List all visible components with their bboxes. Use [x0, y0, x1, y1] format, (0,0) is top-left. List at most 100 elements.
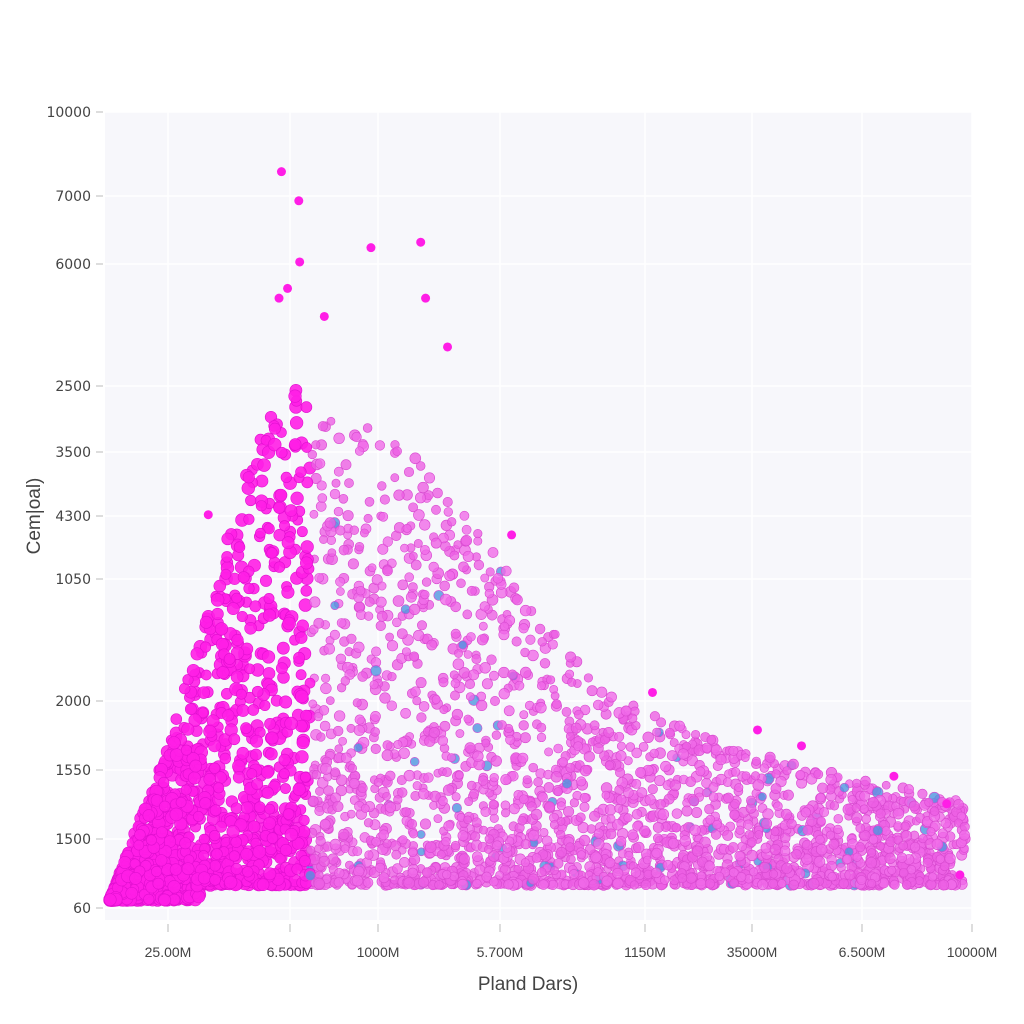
scatter-point	[334, 868, 345, 879]
scatter-point	[378, 511, 389, 522]
scatter-point	[216, 665, 230, 680]
y-tick-label: 60	[73, 901, 91, 917]
scatter-point	[887, 865, 897, 875]
scatter-point	[642, 731, 654, 743]
scatter-point	[481, 871, 492, 882]
scatter-point	[300, 540, 314, 554]
scatter-point	[333, 877, 344, 888]
scatter-point	[614, 804, 623, 813]
scatter-point	[653, 833, 663, 843]
scatter-point	[433, 814, 443, 823]
scatter-point	[816, 816, 826, 826]
scatter-point	[851, 812, 863, 824]
scatter-point	[283, 283, 293, 293]
y-tick-label: 1550	[55, 763, 91, 779]
scatter-point	[451, 792, 461, 802]
scatter-point	[441, 836, 451, 847]
y-tick-label: 2000	[55, 694, 91, 710]
scatter-point	[667, 837, 679, 849]
scatter-point	[385, 770, 396, 781]
scatter-point	[224, 875, 238, 889]
scatter-point	[579, 801, 590, 812]
scatter-point	[541, 835, 553, 847]
scatter-point	[326, 535, 337, 546]
scatter-point	[771, 769, 781, 779]
scatter-point	[256, 878, 270, 892]
scatter-point	[612, 877, 624, 890]
scatter-point	[889, 771, 899, 781]
scatter-point	[408, 582, 418, 592]
scatter-point	[786, 818, 797, 830]
scatter-point	[251, 778, 264, 791]
scatter-point	[319, 720, 331, 732]
scatter-point	[313, 877, 325, 890]
scatter-point	[228, 733, 241, 746]
scatter-point	[180, 784, 192, 796]
scatter-point	[317, 493, 328, 503]
scatter-point	[320, 763, 332, 775]
scatter-point	[279, 520, 291, 532]
scatter-point	[265, 731, 279, 745]
scatter-point	[689, 824, 701, 837]
scatter-point	[466, 585, 477, 596]
scatter-point	[498, 666, 510, 679]
scatter-point	[519, 710, 529, 720]
scatter-point	[198, 850, 210, 862]
scatter-point	[211, 607, 224, 621]
scatter-point	[635, 767, 646, 778]
scatter-point	[259, 574, 273, 587]
scatter-point	[242, 471, 255, 484]
scatter-point	[370, 665, 382, 677]
scatter-point	[401, 807, 412, 817]
scatter-point	[454, 770, 464, 780]
scatter-point	[442, 496, 453, 508]
scatter-point	[544, 801, 556, 813]
scatter-point	[556, 801, 566, 811]
scatter-point	[740, 753, 750, 763]
scatter-point	[278, 768, 290, 780]
scatter-point	[279, 843, 293, 857]
scatter-point	[631, 778, 642, 789]
scatter-point	[230, 670, 244, 684]
scatter-point	[550, 866, 559, 875]
scatter-point	[499, 621, 510, 632]
scatter-point	[300, 556, 313, 570]
scatter-point	[290, 491, 304, 505]
scatter-point	[751, 756, 761, 766]
scatter-point	[459, 510, 470, 521]
scatter-point	[316, 480, 327, 491]
scatter-point	[300, 585, 313, 597]
scatter-point	[815, 792, 826, 803]
scatter-point	[568, 869, 579, 880]
scatter-point	[838, 878, 849, 889]
scatter-point	[436, 850, 446, 859]
scatter-point	[244, 622, 257, 635]
scatter-point	[710, 744, 722, 756]
scatter-point	[855, 842, 866, 853]
scatter-point	[209, 804, 222, 817]
scatter-point	[263, 593, 275, 604]
scatter-point	[151, 866, 163, 877]
scatter-point	[371, 646, 382, 657]
scatter-point	[346, 633, 357, 644]
scatter-point	[417, 481, 429, 494]
scatter-point	[501, 808, 511, 818]
scatter-point	[520, 838, 531, 850]
scatter-point	[245, 494, 257, 507]
scatter-point	[892, 807, 905, 820]
scatter-point	[295, 257, 305, 267]
scatter-point	[495, 870, 505, 880]
scatter-point	[606, 691, 617, 703]
scatter-point	[450, 628, 461, 639]
scatter-point	[158, 893, 171, 907]
scatter-point	[695, 878, 707, 890]
scatter-point	[589, 720, 600, 731]
scatter-point	[466, 632, 476, 642]
scatter-point	[815, 843, 828, 856]
scatter-point	[780, 808, 792, 820]
scatter-point	[189, 759, 203, 773]
x-tick-label: 10000M	[947, 944, 998, 960]
scatter-point	[329, 629, 340, 640]
scatter-point	[345, 860, 354, 870]
